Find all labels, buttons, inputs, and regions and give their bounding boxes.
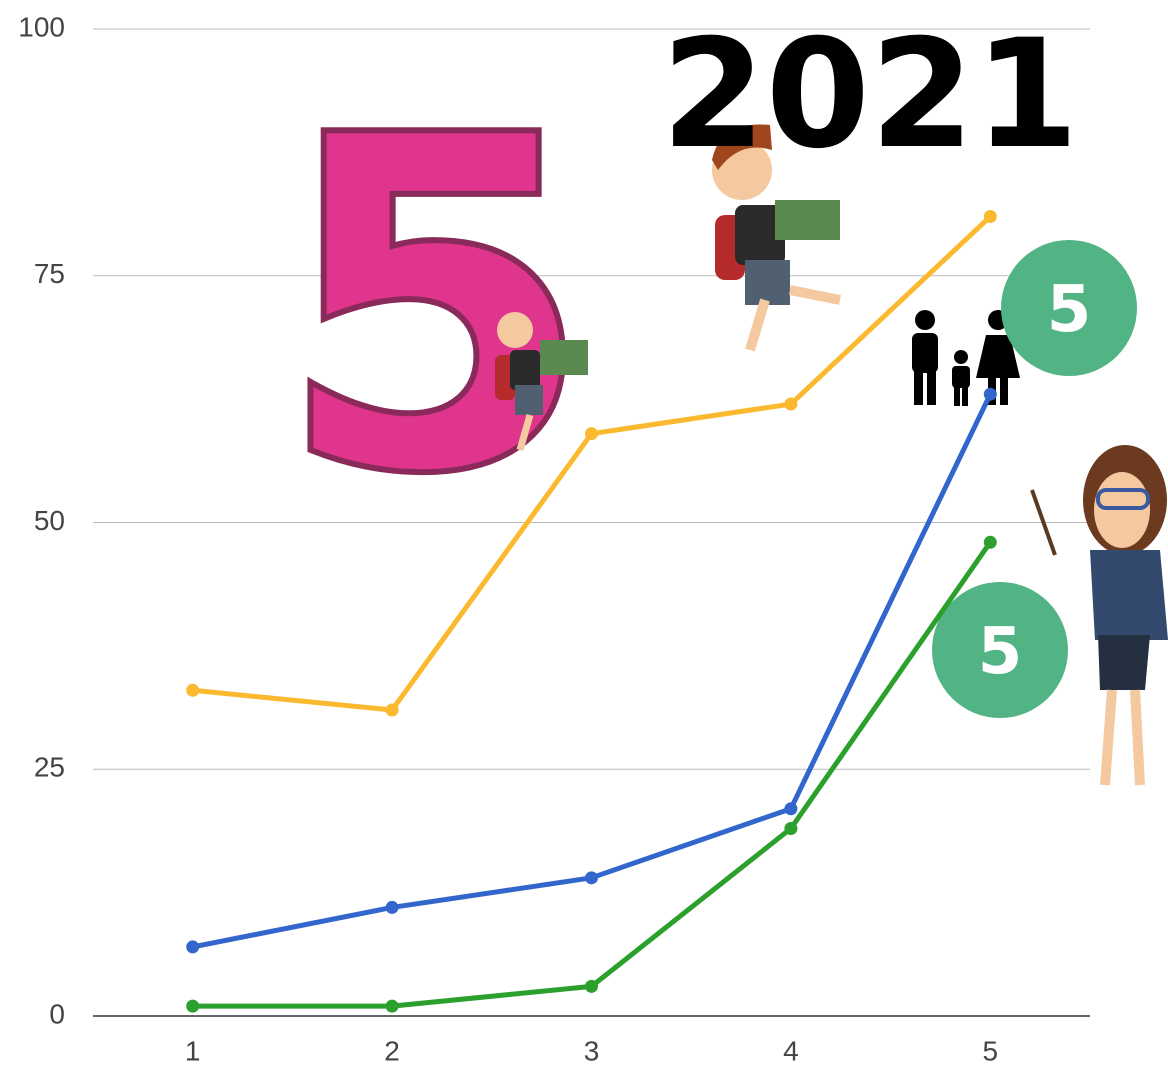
x-tick-label: 2: [384, 1035, 400, 1066]
x-tick-label: 3: [584, 1035, 600, 1066]
y-tick-label: 100: [18, 11, 65, 42]
data-point: [186, 940, 200, 954]
data-point: [585, 979, 598, 993]
data-point: [585, 427, 598, 441]
badge: 5: [1047, 273, 1092, 347]
x-tick-label: 1: [185, 1035, 201, 1066]
data-point: [784, 821, 798, 835]
badge-circle: [1001, 240, 1137, 376]
x-tick-label: 4: [783, 1035, 799, 1066]
y-tick-label: 75: [34, 258, 65, 289]
decorations: [495, 124, 1168, 786]
teacher-illustration: [1030, 445, 1168, 786]
big-five: 5: [275, 40, 595, 575]
data-point: [983, 387, 997, 401]
y-tick-label: 25: [34, 752, 65, 783]
data-point: [385, 703, 399, 717]
y-tick-label: 0: [49, 998, 65, 1029]
boy-illustration: [495, 312, 588, 451]
x-tick-label: 5: [983, 1035, 999, 1066]
data-point: [186, 999, 200, 1013]
year-title: 2021: [661, 8, 1078, 182]
data-point: [983, 535, 997, 549]
badge: 5: [978, 615, 1023, 689]
badge-circle: [932, 582, 1068, 718]
data-point: [585, 871, 598, 885]
grid: 0 25 50 75 100: [18, 11, 1090, 1029]
data-point: [983, 210, 997, 224]
data-point: [186, 683, 200, 697]
data-point: [784, 397, 798, 411]
series-line: [192, 540, 993, 1009]
data-point: [385, 900, 399, 914]
boy-illustration: [712, 124, 841, 352]
y-tick-label: 50: [34, 505, 65, 536]
data-point: [385, 999, 399, 1013]
data-point: [784, 802, 798, 816]
